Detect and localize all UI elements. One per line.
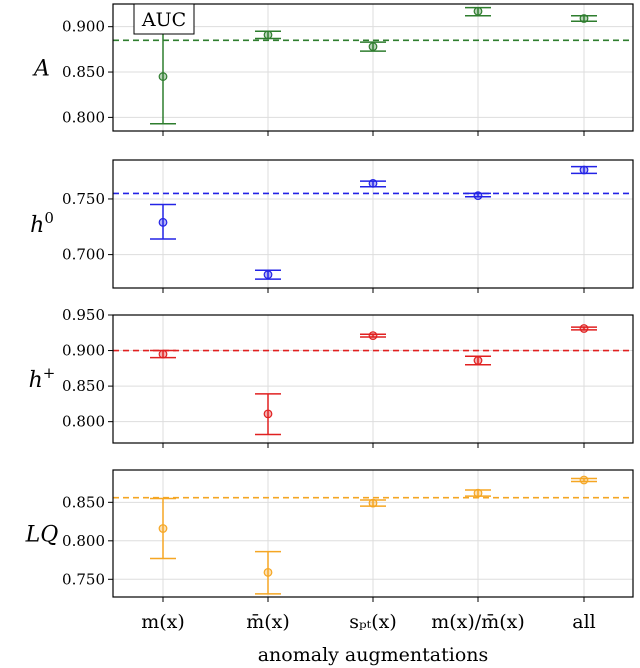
data-point bbox=[579, 165, 589, 175]
data-point bbox=[579, 475, 589, 485]
y-axis-label-superscript: + bbox=[43, 364, 56, 382]
data-point bbox=[368, 42, 378, 52]
data-point bbox=[473, 191, 483, 201]
y-axis-label: h0 bbox=[30, 209, 54, 238]
y-tick-label: 0.800 bbox=[62, 108, 105, 126]
data-point bbox=[473, 488, 483, 498]
x-category-label: all bbox=[572, 611, 595, 633]
y-tick-label: 0.700 bbox=[62, 246, 105, 264]
data-point bbox=[579, 324, 589, 333]
y-tick-label: 0.950 bbox=[62, 306, 105, 324]
y-tick-label: 0.850 bbox=[62, 493, 105, 511]
y-tick-label: 0.800 bbox=[62, 532, 105, 550]
y-axis-label-superscript: 0 bbox=[44, 209, 54, 227]
data-point bbox=[158, 72, 168, 81]
data-point bbox=[368, 498, 378, 508]
data-point bbox=[158, 524, 168, 533]
x-axis-label: anomaly augmentations bbox=[258, 644, 489, 666]
panel-2: 0.700 0.750 h0 bbox=[30, 159, 634, 293]
x-category-label: m(x)/m̄(x) bbox=[431, 611, 525, 633]
x-category-label: m(x) bbox=[141, 611, 185, 633]
x-category-label: sₚₜ(x) bbox=[349, 611, 397, 633]
data-point bbox=[368, 178, 378, 188]
data-point bbox=[158, 217, 168, 227]
y-axis-label: LQ bbox=[25, 523, 59, 548]
auc-annotation-label: AUC bbox=[141, 9, 186, 31]
data-point bbox=[158, 349, 168, 359]
data-point bbox=[473, 6, 483, 16]
data-point bbox=[368, 331, 378, 341]
panel-3: 0.800 0.850 0.900 0.950 h+ bbox=[29, 306, 634, 448]
panel-1: 0.800 0.850 0.900 A AUC bbox=[32, 3, 634, 136]
y-axis-label: A bbox=[32, 57, 50, 82]
data-point bbox=[473, 356, 483, 365]
data-point bbox=[263, 567, 273, 577]
y-tick-label: 0.900 bbox=[62, 342, 105, 360]
y-tick-label: 0.750 bbox=[62, 190, 105, 208]
y-tick-label: 0.850 bbox=[62, 63, 105, 81]
data-point bbox=[263, 270, 273, 280]
y-tick-label: 0.850 bbox=[62, 377, 105, 395]
y-axis-label: h+ bbox=[29, 364, 56, 393]
x-category-label: m̄(x) bbox=[246, 611, 290, 633]
auc-annotation-box bbox=[133, 3, 195, 35]
data-point bbox=[263, 30, 273, 40]
y-tick-label: 0.800 bbox=[62, 413, 105, 431]
y-tick-label: 0.900 bbox=[62, 18, 105, 36]
data-point bbox=[263, 409, 273, 419]
data-point bbox=[579, 14, 589, 23]
y-tick-label: 0.750 bbox=[62, 570, 105, 588]
